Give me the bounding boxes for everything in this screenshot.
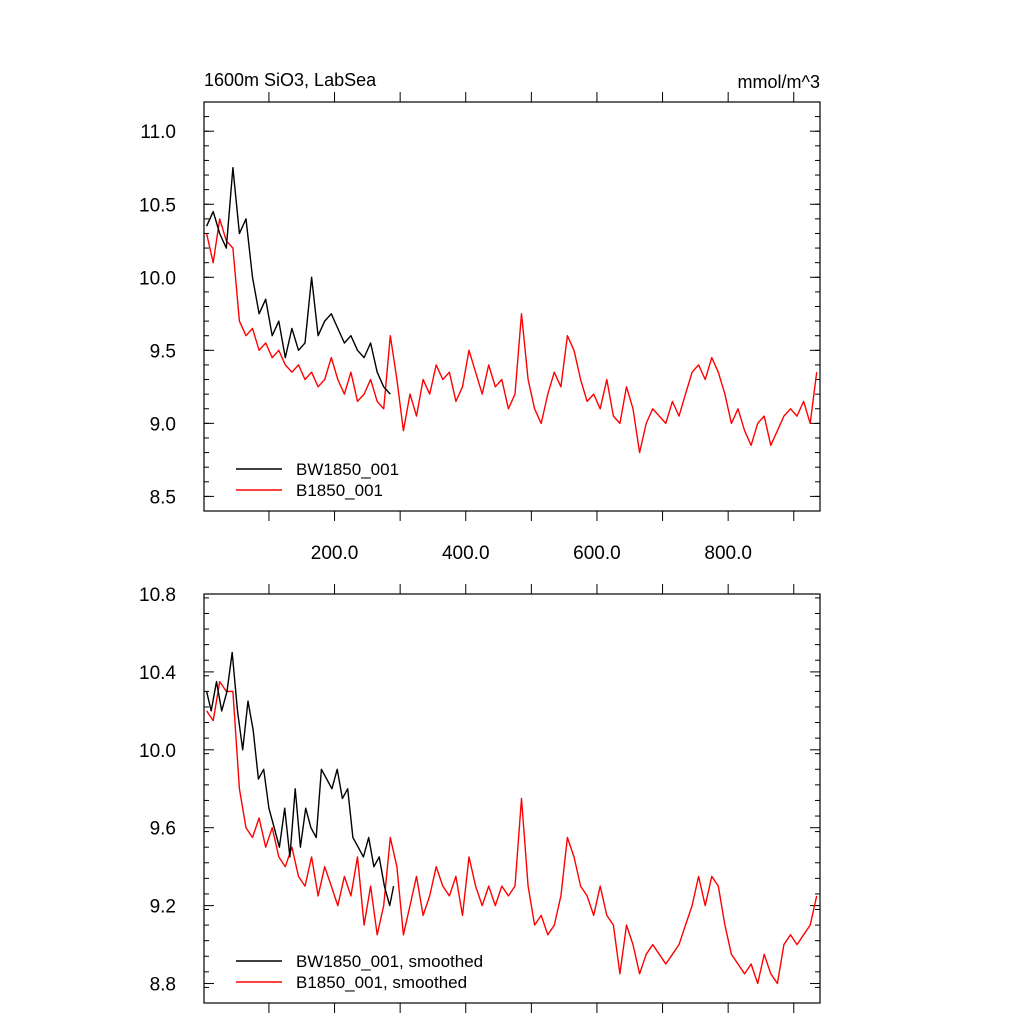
series-line-b1850-001 — [205, 218, 818, 454]
top-panel: 1600m SiO3, LabSea mmol/m^3 8.5 9.0 9.5 10.… — [139, 70, 821, 564]
y-tick-label: 8.5 — [150, 487, 176, 508]
y-tick-label: 9.2 — [150, 897, 176, 918]
series-line-b1850-001-smoothed — [206, 680, 818, 985]
bottom-plot-frame — [203, 593, 821, 1004]
top-tick-marks — [204, 92, 820, 521]
y-tick-label: 8.8 — [150, 975, 176, 996]
top-legend: BW1850_001 B1850_001 — [236, 460, 399, 500]
series-line-bw1850-001-smoothed — [205, 651, 395, 907]
top-y-tick-labels: 8.5 9.0 9.5 10.0 10.5 11.0 — [139, 122, 176, 508]
series-line-bw1850-001 — [205, 166, 391, 395]
y-tick-label: 10.4 — [139, 663, 176, 684]
top-panel-units: mmol/m^3 — [738, 72, 820, 92]
y-tick-label: 9.6 — [150, 819, 176, 840]
y-tick-label: 9.5 — [150, 341, 176, 362]
bottom-y-tick-labels: 8.8 9.2 9.6 10.0 10.4 10.8 — [139, 585, 176, 996]
legend-label-bw1850: BW1850_001 — [296, 460, 399, 479]
top-series-lines — [205, 166, 818, 454]
bottom-legend: BW1850_001, smoothed B1850_001, smoothed — [236, 952, 483, 992]
legend-label-b1850: B1850_001 — [296, 481, 383, 500]
top-plot-frame — [203, 101, 821, 512]
y-tick-label: 10.0 — [139, 741, 176, 762]
x-tick-label: 800.0 — [704, 543, 752, 564]
x-tick-label: 600.0 — [573, 543, 621, 564]
y-tick-label: 11.0 — [140, 122, 176, 143]
legend-label-bw1850-smoothed: BW1850_001, smoothed — [296, 952, 483, 971]
y-tick-label: 9.0 — [150, 414, 176, 435]
top-panel-title: 1600m SiO3, LabSea — [204, 70, 377, 90]
y-tick-label: 10.8 — [139, 585, 176, 606]
y-tick-label: 10.5 — [139, 195, 176, 216]
x-tick-label: 400.0 — [442, 543, 490, 564]
y-tick-label: 10.0 — [139, 268, 176, 289]
bottom-series-lines — [205, 651, 818, 985]
bottom-panel: 8.8 9.2 9.6 10.0 10.4 10.8 BW1850_001, smooth… — [139, 584, 821, 1013]
x-tick-label: 200.0 — [311, 543, 359, 564]
top-x-tick-labels: 200.0 400.0 600.0 800.0 — [311, 543, 752, 564]
legend-label-b1850-smoothed: B1850_001, smoothed — [296, 973, 467, 992]
